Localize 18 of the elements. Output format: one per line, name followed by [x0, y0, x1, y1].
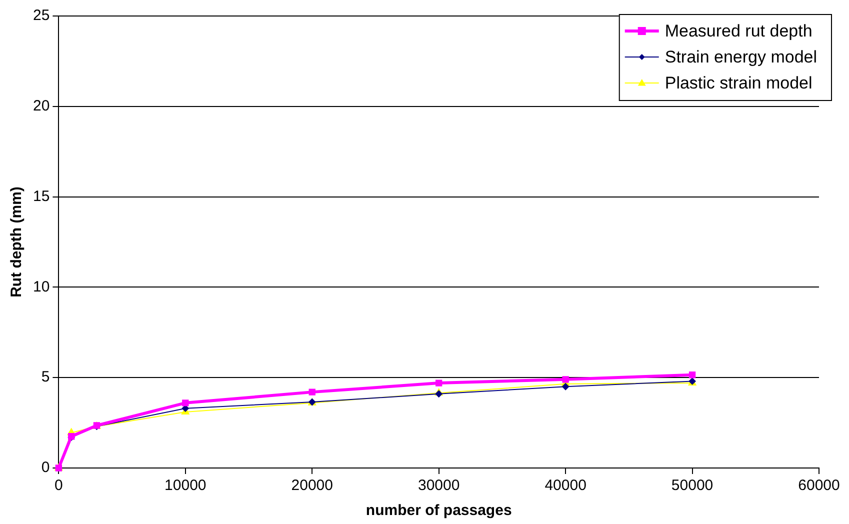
y-tick-label: 20 [32, 98, 50, 115]
y-tick-label: 15 [32, 188, 50, 205]
x-tick-label: 20000 [291, 477, 333, 494]
x-tick-label: 60000 [798, 477, 840, 494]
x-axis-title: number of passages [366, 502, 512, 520]
y-tick-label: 10 [32, 278, 50, 296]
y-axis-title: Rut depth (mm) [8, 186, 26, 298]
y-tick-label: 5 [41, 368, 50, 386]
y-tick-label: 25 [32, 7, 50, 24]
y-tick-label: 0 [41, 459, 50, 476]
x-tick-label: 40000 [544, 477, 586, 494]
x-tick-label: 30000 [418, 477, 460, 494]
legend-label: Measured rut depth [664, 22, 812, 41]
legend-label: Plastic strain model [664, 74, 812, 93]
x-tick-label: 10000 [164, 477, 206, 494]
x-tick-label: 50000 [671, 477, 714, 494]
x-tick-label: 0 [54, 477, 63, 494]
legend-label: Strain energy model [664, 48, 818, 67]
